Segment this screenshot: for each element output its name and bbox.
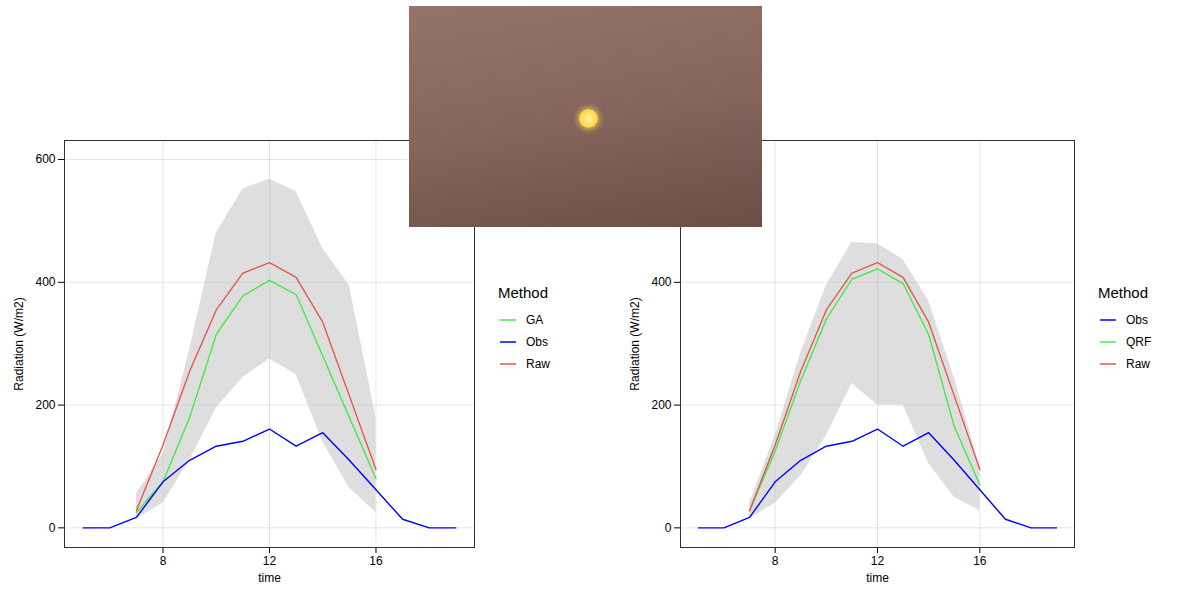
svg-text:0: 0 [665,521,672,535]
html-text:Obs: Obs [526,335,548,349]
svg-text:8: 8 [160,554,167,568]
svg-text:200: 200 [35,398,55,412]
svg-text:12: 12 [263,554,277,568]
svg-text:8: 8 [772,554,779,568]
svg-text:Radiation (W/m2): Radiation (W/m2) [628,297,642,390]
svg-text:time: time [258,571,281,585]
svg-text:400: 400 [651,275,671,289]
html-text:Obs: Obs [1126,313,1148,327]
svg-text:16: 16 [369,554,383,568]
html-text:Method: Method [498,284,548,301]
svg-text:16: 16 [973,554,987,568]
html-text:GA: GA [526,313,544,327]
svg-text:400: 400 [35,275,55,289]
svg-text:Radiation (W/m2): Radiation (W/m2) [12,297,26,390]
svg-text:600: 600 [35,152,55,166]
svg-text:12: 12 [871,554,885,568]
html-text:QRF: QRF [1126,335,1152,349]
svg-text:0: 0 [49,521,56,535]
svg-text:200: 200 [651,398,671,412]
svg-text:time: time [866,571,889,585]
html-text:Method: Method [1098,284,1148,301]
html-text:Raw: Raw [526,357,550,371]
html-text:Raw: Raw [1126,357,1150,371]
